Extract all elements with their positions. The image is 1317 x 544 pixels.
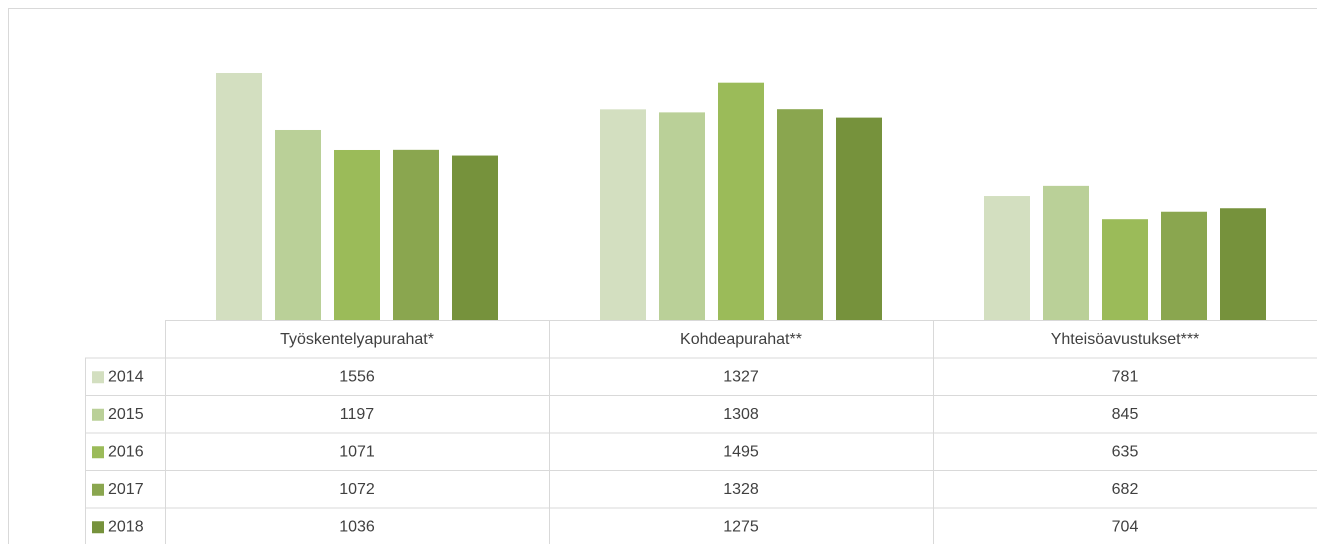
legend-swatch bbox=[92, 371, 104, 384]
table-value: 1308 bbox=[723, 406, 759, 423]
legend-label: 2015 bbox=[108, 406, 144, 423]
table-value: 1275 bbox=[723, 518, 759, 535]
bar bbox=[334, 149, 380, 320]
bar bbox=[984, 196, 1030, 320]
legend-swatch bbox=[92, 521, 104, 534]
table-value: 1327 bbox=[723, 368, 759, 385]
bar bbox=[275, 129, 321, 320]
legend-label: 2016 bbox=[108, 443, 144, 460]
table-value: 1495 bbox=[723, 443, 759, 460]
table-value: 1036 bbox=[339, 518, 375, 535]
legend-label: 2018 bbox=[108, 518, 144, 535]
table-value: 1071 bbox=[339, 443, 375, 460]
bar bbox=[600, 109, 646, 321]
table-value: 1556 bbox=[339, 368, 375, 385]
legend-swatch bbox=[92, 483, 104, 496]
bar bbox=[1220, 208, 1266, 320]
bar bbox=[836, 117, 882, 320]
bar bbox=[452, 155, 498, 320]
bar bbox=[216, 73, 262, 320]
category-label: Kohdeapurahat** bbox=[680, 331, 802, 348]
table-value: 682 bbox=[1112, 481, 1139, 498]
table-value: 1197 bbox=[340, 406, 375, 423]
table-value: 845 bbox=[1112, 406, 1139, 423]
bar bbox=[1102, 219, 1148, 320]
bar bbox=[777, 109, 823, 320]
bar bbox=[1043, 185, 1089, 320]
bar bbox=[393, 149, 439, 320]
category-label: Yhteisöavustukset*** bbox=[1051, 331, 1200, 348]
legend-swatch bbox=[92, 446, 104, 459]
bar bbox=[718, 82, 764, 320]
category-label: Työskentelyapurahat* bbox=[280, 331, 434, 348]
table-value: 1072 bbox=[339, 481, 375, 498]
bar bbox=[1161, 211, 1207, 320]
legend-label: 2017 bbox=[108, 481, 144, 498]
legend-label: 2014 bbox=[108, 368, 144, 385]
legend-swatch bbox=[92, 408, 104, 421]
table-value: 1328 bbox=[723, 481, 759, 498]
table-value: 704 bbox=[1112, 518, 1139, 535]
table-value: 635 bbox=[1112, 443, 1139, 460]
bar bbox=[659, 112, 705, 320]
table-value: 781 bbox=[1112, 368, 1139, 385]
